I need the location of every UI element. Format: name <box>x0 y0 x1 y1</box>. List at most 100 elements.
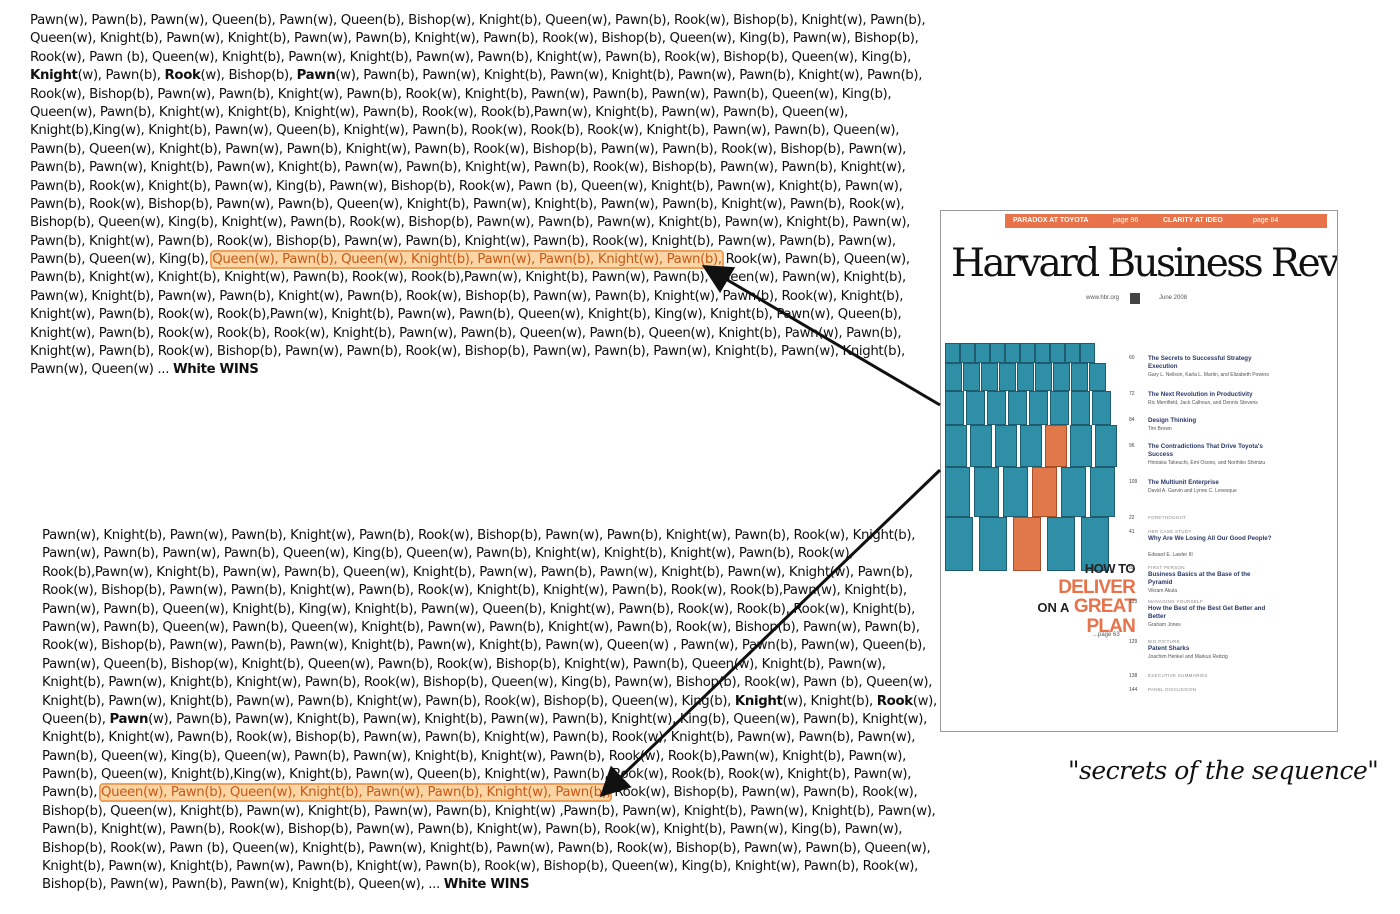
door-shape <box>963 363 980 391</box>
toc-page-number: 123 <box>1129 599 1138 605</box>
door-shape <box>974 467 999 517</box>
sequence-line: Pawn(w), Knight(b), Pawn(w), Pawn(b), Kn… <box>42 528 916 543</box>
sequence-line: Bishop(b), Queen(w), Knight(b), Pawn(w),… <box>42 803 936 819</box>
sequence-line: Knight(b), Pawn(w), Knight(b), Pawn(w), … <box>42 859 918 875</box>
sequence-line: Knight(w), Pawn(b), Rook(w), Bishop(b), … <box>30 68 923 84</box>
toc-kicker: FIRST PERSON <box>1148 565 1185 570</box>
chess-sequence-bottom: Pawn(w), Knight(b), Pawn(w), Pawn(b), Kn… <box>42 527 937 895</box>
headline-deliver: DELIVER <box>1058 577 1136 598</box>
door-shape <box>1092 391 1111 425</box>
door-shape <box>1065 343 1080 363</box>
door-shape <box>945 343 960 363</box>
toc-title: Why Are We Losing All Our Good People? <box>1148 535 1272 542</box>
door-shape <box>1047 517 1075 571</box>
toc-page-number: 53 <box>1129 565 1135 571</box>
sequence-line: Rook(w), Bishop(b), Pawn(w), Pawn(b), Kn… <box>42 583 907 599</box>
door-shape <box>1081 517 1109 571</box>
sequence-line: Knight(w), Pawn(b), Rook(w), Bishop(b), … <box>30 344 905 360</box>
sequence-line-end: Pawn(w), Queen(w) ... White WINS <box>30 362 259 378</box>
sequence-line: Rook(b),Pawn(w), Knight(b), Pawn(w), Paw… <box>42 564 913 580</box>
door-shape <box>1045 425 1067 467</box>
door-shape <box>960 343 975 363</box>
door-shape <box>1035 343 1050 363</box>
headline-on-a-great: ON A GREAT <box>985 597 1135 617</box>
headline-great: GREAT <box>1073 596 1136 617</box>
door-shape <box>1008 391 1027 425</box>
sequence-line: Queen(w), Pawn(b), Knight(w), Knight(b),… <box>30 104 848 120</box>
banner-left-page: page 96 <box>1113 217 1139 224</box>
toc-kicker: PANEL DISCUSSION <box>1148 687 1197 692</box>
banner-right-text: CLARITY AT IDEO <box>1163 217 1223 224</box>
bold-move: Knight <box>30 68 78 84</box>
door-shape <box>1050 343 1065 363</box>
sequence-prefix: Pawn(b), <box>42 785 98 801</box>
toc-page-number: 129 <box>1129 639 1138 645</box>
sequence-line: Queen(w), Knight(b), Pawn(w), Knight(b),… <box>30 31 919 47</box>
door-shape <box>945 517 973 571</box>
toc-authors: Gary L. Neilson, Karla L. Martin, and El… <box>1148 372 1269 378</box>
chess-sequence-top: Pawn(w), Pawn(b), Pawn(w), Queen(b), Paw… <box>30 12 926 380</box>
hbs-seal-icon <box>1130 293 1140 304</box>
sequence-line: Knight(b),King(w), Knight(b), Pawn(w), Q… <box>30 123 900 139</box>
sequence-line: Knight(b), Pawn(w), Knight(b), Knight(w)… <box>42 675 933 691</box>
toc-authors: Hirotaka Takeuchi, Emi Osono, and Norihi… <box>1148 460 1266 466</box>
door-shape <box>990 343 1005 363</box>
toc-page-number: 144 <box>1129 687 1138 693</box>
door-shape <box>1005 343 1020 363</box>
toc-kicker: MANAGING YOURSELF <box>1148 599 1204 604</box>
sequence-line: Rook(w), Bishop(b), Pawn(w), Pawn(b), Pa… <box>42 638 926 654</box>
toc-kicker: EXECUTIVE SUMMARIES <box>1148 673 1208 678</box>
cover-headline: HOW TO DELIVER ON A GREAT PLAN <box>985 559 1135 636</box>
door-shape <box>1095 425 1117 467</box>
bold-move: Pawn <box>296 68 336 84</box>
toc-title: The Secrets to Successful Strategy Execu… <box>1148 355 1252 370</box>
door-shape <box>1020 425 1042 467</box>
sequence-line: Pawn(w), Queen(b), Bishop(w), Knight(b),… <box>42 656 886 672</box>
toc-title: The Contradictions That Drive Toyota's S… <box>1148 443 1263 458</box>
sequence-line: Knight(w), Pawn(b), Rook(w), Rook(b), Ro… <box>30 325 902 341</box>
door-shape <box>1003 467 1028 517</box>
toc-authors: Joachim Henkel and Markus Reitzig <box>1148 654 1228 660</box>
sequence-line: Pawn(b), Rook(w), Knight(b), Pawn(w), Ki… <box>30 178 903 194</box>
door-shape <box>1032 467 1057 517</box>
sequence-line: Pawn(w), Pawn(b), Pawn(w), Pawn(b), Quee… <box>42 546 854 562</box>
doors-illustration <box>941 341 1121 571</box>
toc-page-number: 60 <box>1129 355 1135 361</box>
hbr-magazine-cover: PARADOX AT TOYOTA page 96 CLARITY AT IDE… <box>940 210 1338 732</box>
toc-kicker: FORETHOUGHT <box>1148 515 1187 520</box>
sequence-line: Pawn(w), Knight(b), Pawn(w), Pawn(b), Kn… <box>30 288 904 304</box>
door-shape <box>945 391 964 425</box>
sequence-line: Pawn(b), Queen(w), Knight(b), Pawn(w), P… <box>30 141 907 157</box>
door-shape <box>1050 391 1069 425</box>
highlighted-sequence: Queen(w), Pawn(b), Queen(w), Knight(b), … <box>210 250 724 270</box>
toc-title: Business Basics at the Base of the Pyram… <box>1148 571 1251 586</box>
sequence-line: Bishop(b), Rook(w), Pawn (b), Queen(w), … <box>42 840 931 856</box>
toc-authors: Vikram Akula <box>1148 588 1178 594</box>
sequence-suffix: Rook(w), Bishop(b), Pawn(w), Pawn(b), Ro… <box>614 785 918 801</box>
sequence-line: Knight(b), Knight(w), Pawn(b), Rook(w), … <box>42 730 916 746</box>
toc-authors: Tim Brown <box>1148 426 1172 432</box>
toc-page-number: 41 <box>1129 529 1135 535</box>
door-shape <box>1013 517 1041 571</box>
door-shape <box>1053 363 1070 391</box>
bold-move: Rook <box>876 693 913 709</box>
sequence-line: Rook(w), Bishop(b), Pawn(w), Pawn(b), Kn… <box>30 86 892 102</box>
sequence-line: Pawn(b), Queen(w), King(b), Queen(w), Pa… <box>42 748 907 764</box>
white-wins-label: White WINS <box>172 362 259 378</box>
cover-banner: PARADOX AT TOYOTA page 96 CLARITY AT IDE… <box>1005 214 1327 228</box>
toc-authors: Ric Merrifield, Jack Calhoun, and Dennis… <box>1148 400 1258 406</box>
caption: "secrets of the sequence" <box>1068 756 1379 785</box>
arrow-to-top-sequence <box>701 264 941 407</box>
toc-title: How the Best of the Best Get Better and … <box>1148 605 1266 620</box>
door-shape <box>1090 467 1115 517</box>
magazine-url: www.hbr.org <box>1086 295 1120 301</box>
issue-date: June 2008 <box>1159 295 1188 301</box>
banner-right-page: page 84 <box>1253 217 1279 224</box>
sequence-line: Pawn(w), Pawn(b), Queen(w), Knight(b), K… <box>42 601 915 617</box>
door-shape <box>1071 391 1090 425</box>
door-shape <box>981 363 998 391</box>
toc-kicker: HBR CASE STUDY <box>1148 529 1192 534</box>
toc-authors: Graham Jones <box>1148 622 1181 628</box>
sequence-line: Pawn(b), Knight(w), Pawn(b), Rook(w), Bi… <box>30 233 896 249</box>
